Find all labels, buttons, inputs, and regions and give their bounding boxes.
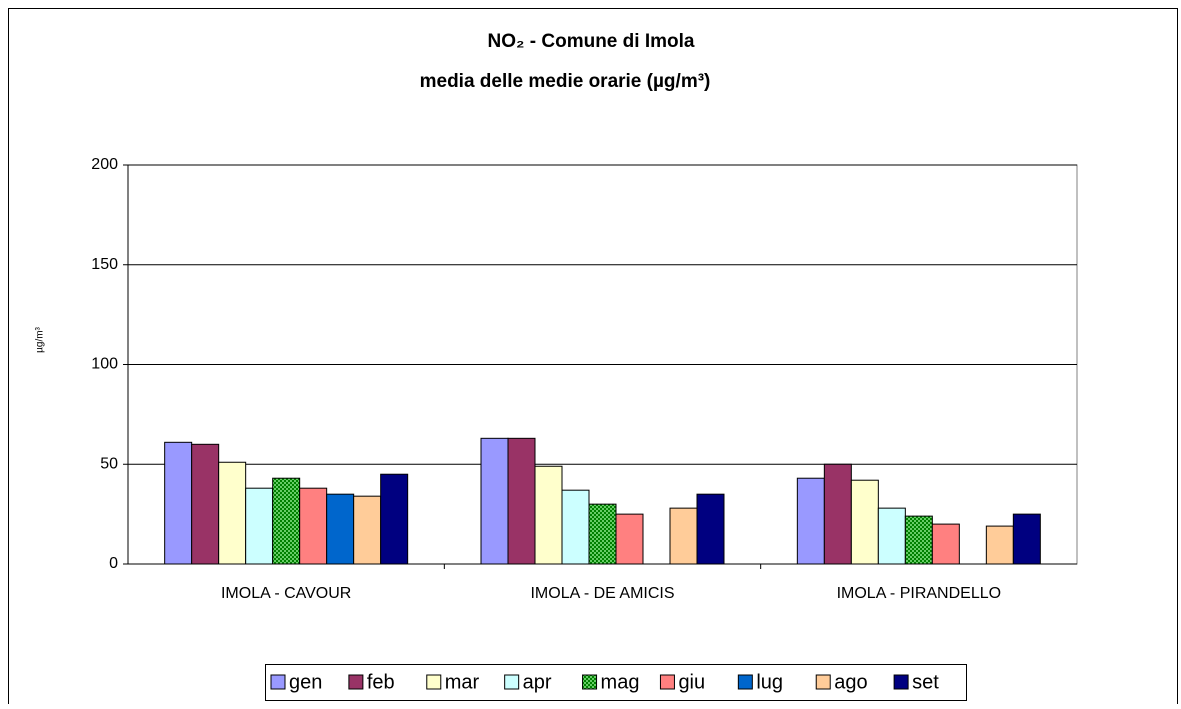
legend-label: gen [289, 671, 322, 693]
legend [265, 664, 967, 701]
legend-label: giu [678, 671, 705, 693]
bar [931, 523, 960, 565]
bar [696, 493, 725, 565]
y-tick-label: 150 [91, 256, 118, 273]
bar [245, 487, 274, 565]
bar [534, 465, 563, 565]
bar [191, 443, 220, 565]
bar [796, 477, 825, 565]
bar [823, 463, 852, 565]
x-tick-label: IMOLA - PIRANDELLO [837, 585, 1002, 602]
bar [218, 461, 247, 565]
legend-swatch [737, 674, 753, 690]
bar [1012, 513, 1041, 565]
bar [299, 487, 328, 565]
bar [904, 515, 933, 565]
y-tick-label: 0 [109, 555, 118, 572]
x-tick-label: IMOLA - DE AMICIS [530, 585, 674, 602]
legend-swatch [815, 674, 831, 690]
legend-swatch [582, 674, 598, 690]
legend-swatch [270, 674, 286, 690]
bar [326, 493, 355, 565]
bar [850, 479, 879, 565]
legend-label: apr [523, 671, 552, 693]
bar [985, 525, 1014, 565]
y-tick-label: 50 [100, 455, 118, 472]
bar [507, 437, 536, 565]
y-tick-label: 100 [91, 356, 118, 373]
legend-label: mag [601, 671, 640, 693]
legend-label: feb [367, 671, 395, 693]
bar [588, 503, 617, 565]
chart-subtitle: media delle medie orarie (µg/m³) [420, 71, 711, 92]
y-tick-label: 200 [91, 156, 118, 173]
bar [480, 437, 509, 565]
chart-title: NO₂ - Comune di Imola [488, 31, 695, 52]
legend-swatch [893, 674, 909, 690]
legend-label: ago [834, 671, 867, 693]
legend-label: set [912, 671, 939, 693]
legend-label: mar [445, 671, 480, 693]
y-axis-label: µg/m³ [35, 326, 46, 352]
bar [615, 513, 644, 565]
bar [877, 507, 906, 565]
legend-swatch [504, 674, 520, 690]
legend-swatch [659, 674, 675, 690]
bar [353, 495, 382, 565]
bar [380, 473, 409, 565]
bar [561, 489, 590, 565]
legend-label: lug [756, 671, 783, 693]
bar [164, 441, 193, 565]
bar [272, 477, 301, 565]
x-tick-label: IMOLA - CAVOUR [221, 585, 351, 602]
bar [669, 507, 698, 565]
legend-swatch [348, 674, 364, 690]
legend-swatch [426, 674, 442, 690]
